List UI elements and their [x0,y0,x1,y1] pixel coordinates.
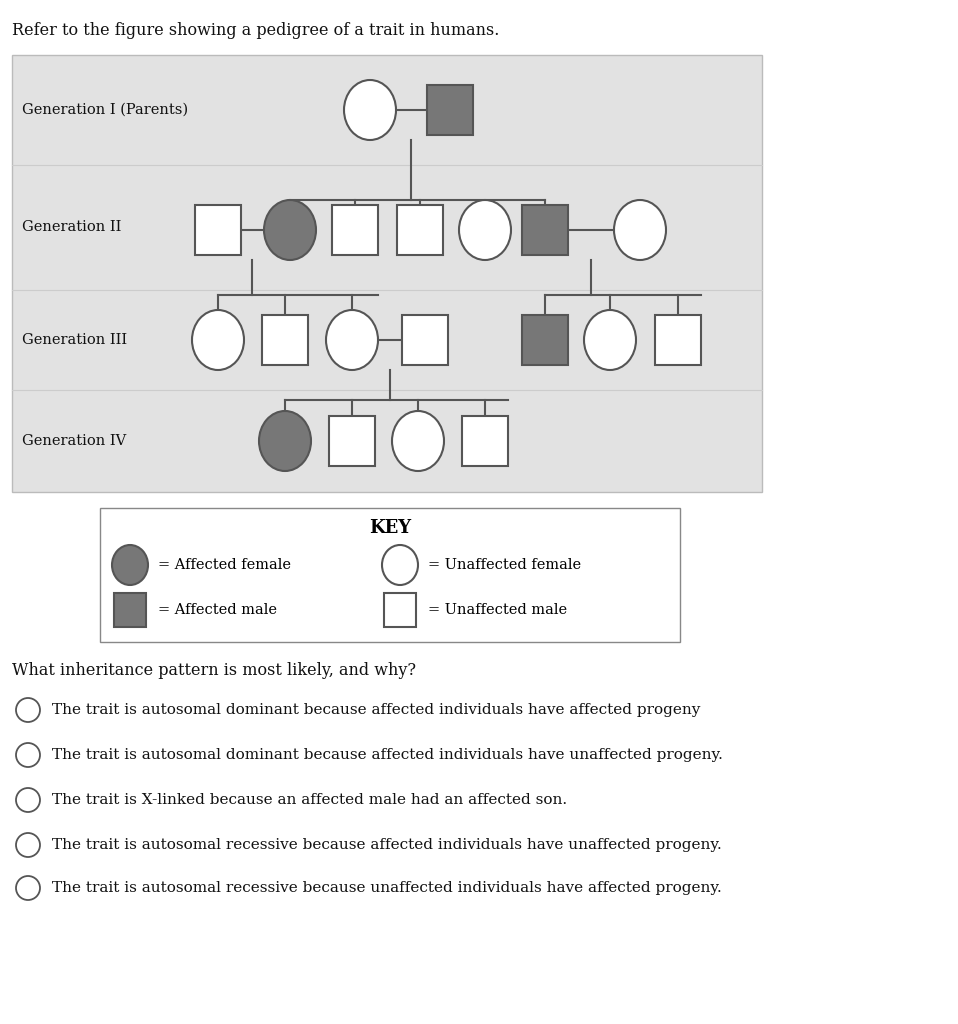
Ellipse shape [112,545,148,585]
Text: What inheritance pattern is most likely, and why?: What inheritance pattern is most likely,… [12,662,416,679]
Bar [329,416,375,466]
Ellipse shape [259,411,311,471]
Text: The trait is X-linked because an affected male had an affected son.: The trait is X-linked because an affecte… [52,793,567,807]
Text: Generation II: Generation II [22,220,122,234]
Bar [12,55,762,492]
Bar [522,205,568,255]
Ellipse shape [614,200,666,260]
Bar [100,508,680,642]
Bar [655,315,701,365]
Bar [262,315,308,365]
Text: KEY: KEY [369,519,411,537]
Bar [462,416,508,466]
Text: = Unaffected female: = Unaffected female [428,558,582,572]
Text: = Affected male: = Affected male [158,603,277,617]
Circle shape [16,698,40,722]
Circle shape [16,788,40,812]
Ellipse shape [326,310,378,370]
Text: Generation I (Parents): Generation I (Parents) [22,103,188,117]
Text: = Unaffected male: = Unaffected male [428,603,567,617]
Ellipse shape [264,200,316,260]
Text: Refer to the figure showing a pedigree of a trait in humans.: Refer to the figure showing a pedigree o… [12,22,499,39]
Ellipse shape [192,310,244,370]
Bar [195,205,241,255]
Bar [402,315,448,365]
Ellipse shape [459,200,511,260]
Ellipse shape [392,411,444,471]
Text: The trait is autosomal dominant because affected individuals have unaffected pro: The trait is autosomal dominant because … [52,748,723,762]
Text: Generation IV: Generation IV [22,434,126,449]
Bar [384,593,416,627]
Text: = Affected female: = Affected female [158,558,291,572]
Circle shape [16,743,40,767]
Ellipse shape [382,545,418,585]
Text: The trait is autosomal dominant because affected individuals have affected proge: The trait is autosomal dominant because … [52,703,700,717]
Bar [397,205,443,255]
Text: Generation III: Generation III [22,333,127,347]
Ellipse shape [584,310,636,370]
Bar [114,593,146,627]
Circle shape [16,876,40,900]
Text: The trait is autosomal recessive because unaffected individuals have affected pr: The trait is autosomal recessive because… [52,881,721,895]
Bar [332,205,378,255]
Bar [427,85,473,135]
Bar [522,315,568,365]
Ellipse shape [344,80,396,140]
Text: The trait is autosomal recessive because affected individuals have unaffected pr: The trait is autosomal recessive because… [52,838,721,852]
Circle shape [16,833,40,857]
